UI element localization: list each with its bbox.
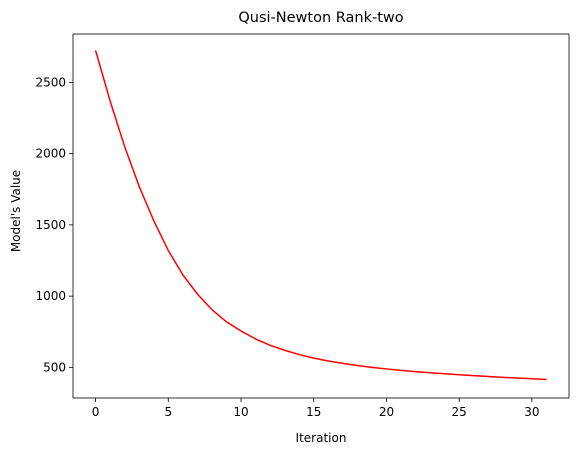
x-tick-label: 25 <box>452 405 467 419</box>
y-tick-label: 2500 <box>35 75 66 89</box>
plot-area <box>72 33 570 399</box>
y-axis-label: Model's Value <box>9 170 23 252</box>
x-axis-label: Iteration <box>296 431 347 445</box>
x-axis-ticks: 0 5 10 15 20 25 30 <box>92 398 540 419</box>
series-line-0 <box>94 50 547 381</box>
y-tick-label: 1000 <box>35 289 66 303</box>
x-tick-label: 0 <box>92 405 100 419</box>
chart-title: Qusi-Newton Rank-two <box>238 10 403 26</box>
x-tick-label: 20 <box>379 405 394 419</box>
plot-frame <box>72 33 570 399</box>
y-axis-ticks: 500 1000 1500 2000 2500 <box>35 75 73 374</box>
x-tick-label: 15 <box>306 405 321 419</box>
x-tick-label: 10 <box>233 405 248 419</box>
y-tick-label: 500 <box>43 360 66 374</box>
x-tick-label: 30 <box>524 405 539 419</box>
x-tick-label: 5 <box>164 405 172 419</box>
y-tick-label: 2000 <box>35 147 66 161</box>
y-tick-label: 1500 <box>35 218 66 232</box>
